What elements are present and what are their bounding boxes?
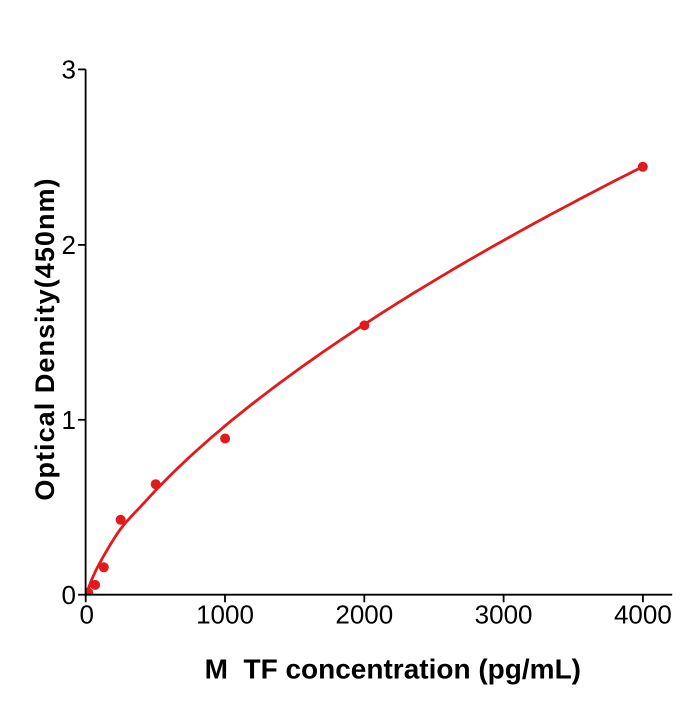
svg-text:0: 0 — [79, 599, 93, 629]
svg-text:4000: 4000 — [614, 599, 672, 629]
svg-text:2: 2 — [62, 230, 76, 260]
svg-text:M TF concentration (pg/mL): M TF concentration (pg/mL) — [205, 653, 581, 684]
svg-text:3: 3 — [62, 55, 76, 85]
svg-text:2000: 2000 — [335, 599, 393, 629]
svg-text:1: 1 — [62, 405, 76, 435]
svg-text:1000: 1000 — [196, 599, 254, 629]
svg-text:0: 0 — [62, 580, 76, 610]
svg-text:3000: 3000 — [475, 599, 533, 629]
svg-text:Optical Density(450nm): Optical Density(450nm) — [30, 177, 60, 500]
